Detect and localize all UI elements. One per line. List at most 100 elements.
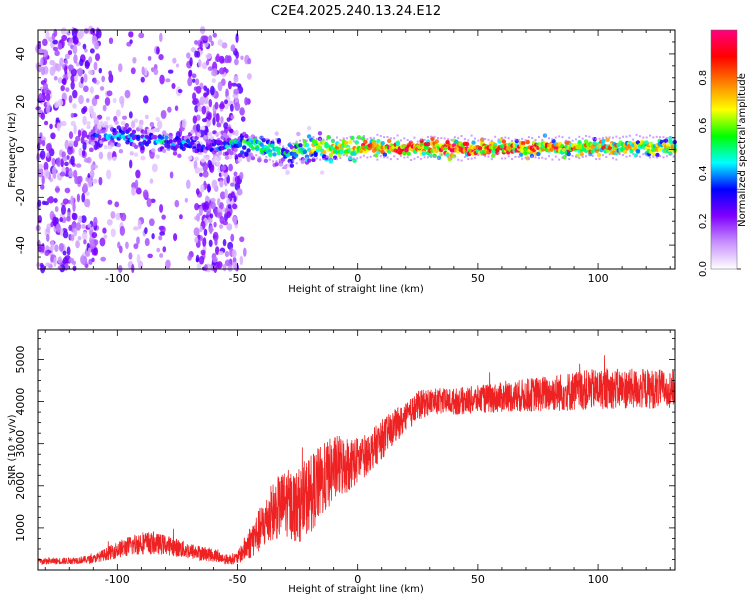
spectrogram-cell (170, 142, 176, 148)
spectrogram-cell (212, 256, 218, 263)
spectrogram-cell (91, 231, 98, 239)
spectrogram-cell (514, 155, 517, 158)
spectrogram-cell (233, 58, 239, 66)
spectrogram-cell (467, 139, 470, 142)
spectrogram-cell (436, 137, 439, 140)
spectrogram-cell (64, 161, 69, 167)
spectrogram-cell (380, 141, 385, 146)
spectrogram-cell (56, 122, 61, 132)
spectrogram-cell (346, 137, 349, 140)
spectrogram-cell (96, 28, 102, 39)
spectrogram-cell (207, 132, 212, 137)
spectrogram-cell (247, 57, 252, 65)
spectrogram-cell (171, 82, 176, 90)
spectrogram-cell (211, 158, 217, 164)
spectrogram-cell (332, 157, 335, 160)
spectrogram-cell (233, 88, 240, 95)
spectrogram-cell (224, 259, 231, 267)
spectrogram-cell (332, 139, 335, 142)
spectrogram-cell (295, 140, 298, 143)
spectrogram-cell (107, 199, 113, 205)
y-tick-label: 1000 (14, 514, 27, 542)
spectrogram-cell (116, 142, 121, 148)
spectrogram-cell (48, 246, 54, 251)
spectrogram-cell (103, 120, 108, 126)
spectrogram-cell (416, 156, 419, 159)
spectrogram-cell (209, 135, 214, 140)
spectrogram-cell (64, 139, 70, 150)
spectrogram-cell (136, 236, 140, 245)
spectrogram-cell (220, 171, 225, 177)
spectrogram-cell (229, 128, 234, 134)
spectrogram-cell (89, 239, 95, 250)
spectrogram-cell (410, 140, 413, 143)
spectrogram-cell (215, 53, 220, 63)
spectrogram-cell (73, 39, 79, 44)
spectrogram-cell (221, 42, 228, 49)
snr-ticks: -100 -50 0 50 100 1000 2000 3000 4000 5000 (14, 330, 675, 586)
spectrogram-cell (611, 136, 614, 139)
spectrogram-cell (242, 145, 247, 150)
spectrogram-cell (309, 153, 312, 156)
spectrogram-cell (43, 201, 50, 206)
spectrogram-cell (601, 154, 604, 157)
spectrogram-cell (108, 37, 114, 45)
spectrogram-cell (58, 242, 64, 252)
spectrogram-cell (151, 233, 155, 240)
spectrogram-cell (140, 145, 145, 151)
spectrogram-cell (75, 240, 80, 249)
spectrogram-cell (79, 58, 84, 67)
spectrogram-cell (150, 198, 156, 204)
spectrogram-cell (49, 123, 53, 130)
spectrogram-cell (579, 151, 584, 157)
spectrogram-cell (200, 158, 206, 163)
spectrogram-cell (187, 155, 193, 161)
spectrogram-cell (46, 223, 52, 230)
spectrogram-cell (207, 159, 212, 169)
spectrogram-cell (361, 136, 366, 141)
spectrogram-cell (312, 156, 315, 159)
spectrogram-cell (622, 135, 625, 138)
spectrogram-cell (564, 154, 567, 157)
spectrogram-cell (54, 206, 59, 213)
spectrogram-cell (650, 151, 656, 157)
spectrogram-cell (517, 155, 520, 158)
spectrogram-cell (60, 85, 65, 92)
spectrogram-cell (494, 135, 497, 138)
spectrogram-cell (159, 203, 164, 213)
spectrogram-cell (373, 154, 376, 157)
spectrogram-cell (68, 224, 73, 231)
spectrogram-cell (143, 67, 148, 76)
spectrogram-cell (204, 264, 208, 272)
spectrogram-cell (289, 163, 295, 168)
spectrogram-cell (635, 154, 638, 157)
spectrogram-cell (209, 85, 215, 96)
spectrogram-cell (548, 155, 551, 158)
spectrogram-cell (426, 135, 429, 138)
spectrogram-cell (231, 82, 237, 87)
spectrogram-cell (108, 75, 113, 81)
spectrogram-cell (200, 125, 206, 131)
spectrogram-cell (87, 223, 92, 228)
spectrogram-cell (71, 27, 78, 38)
spectrogram-cell (62, 250, 67, 256)
spectrogram-cell (186, 52, 191, 59)
spectrogram-cell (89, 48, 95, 54)
spectrogram-cell (649, 134, 652, 137)
spectrogram-cell (218, 140, 223, 145)
colorbar-ticks: 0.0 0.2 0.4 0.6 0.8 (698, 70, 741, 277)
spectrogram-cell (72, 44, 78, 55)
spectrogram-cell (638, 135, 641, 138)
spectrogram-cell (103, 234, 108, 239)
spectrogram-cell (64, 53, 70, 60)
spectrogram-cell (230, 115, 235, 120)
spectrogram-cell (53, 28, 58, 37)
spectrogram-cell (230, 233, 235, 242)
spectrogram-cell (585, 155, 588, 158)
spectrogram-cell (291, 148, 297, 153)
spectrogram-cell (224, 144, 230, 149)
spectrogram-cell (83, 239, 87, 245)
spectrogram-cell (652, 155, 655, 158)
spectrogram-cell (218, 149, 222, 156)
